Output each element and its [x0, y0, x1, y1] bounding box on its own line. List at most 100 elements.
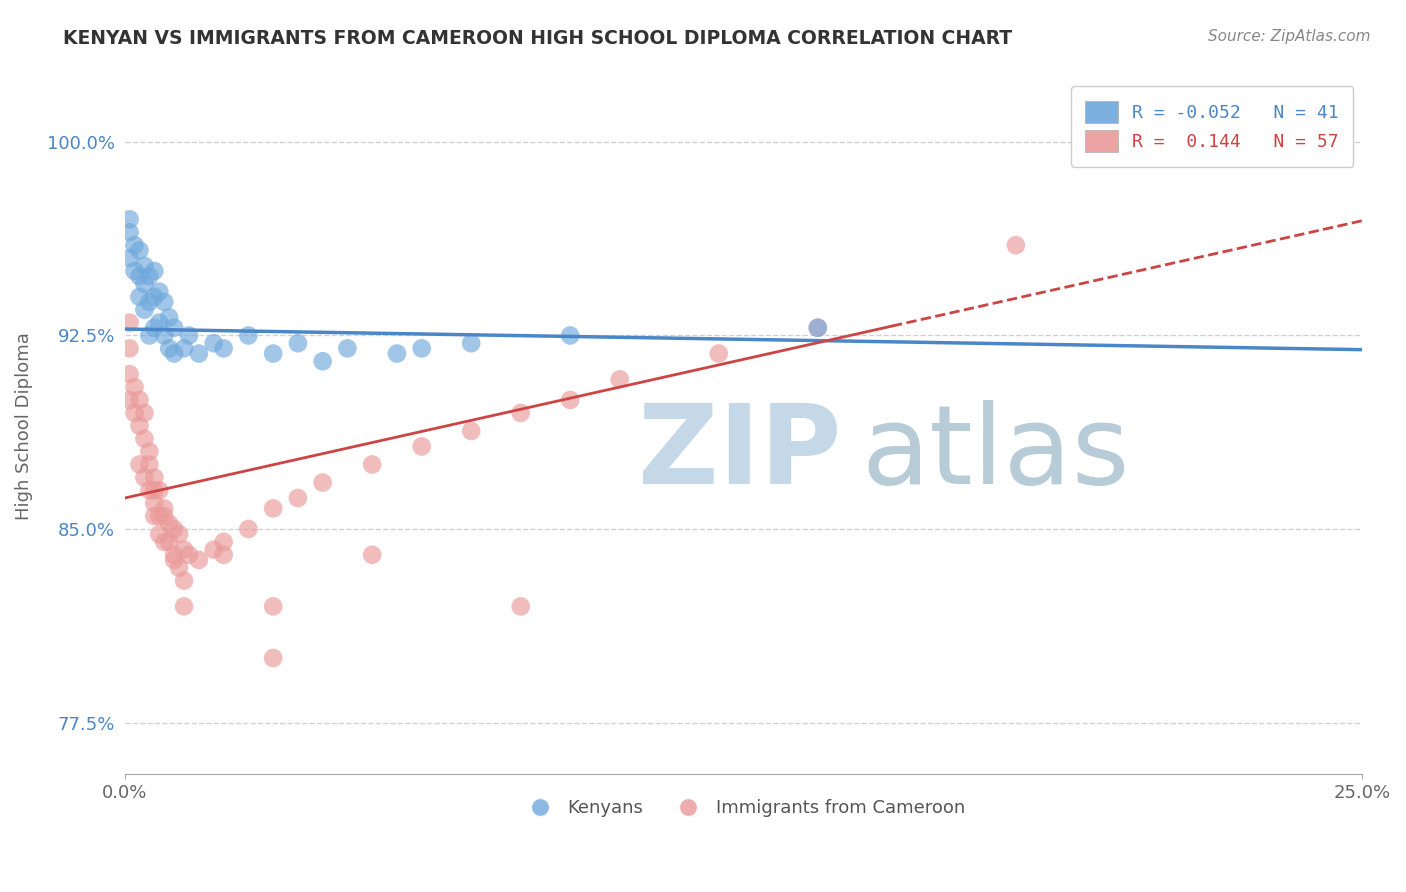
Point	[138, 269, 160, 284]
Point	[1005, 238, 1028, 252]
Point	[138, 328, 160, 343]
Point	[163, 548, 186, 562]
Point	[202, 336, 225, 351]
Point	[177, 328, 200, 343]
Point	[238, 522, 260, 536]
Point	[212, 548, 235, 562]
Point	[134, 259, 156, 273]
Point	[128, 269, 150, 284]
Y-axis label: High School Diploma: High School Diploma	[15, 332, 32, 520]
Text: Source: ZipAtlas.com: Source: ZipAtlas.com	[1208, 29, 1371, 44]
Point	[707, 346, 730, 360]
Point	[157, 535, 180, 549]
Point	[807, 320, 830, 334]
Point	[134, 470, 156, 484]
Point	[163, 320, 186, 334]
Point	[143, 264, 166, 278]
Text: atlas: atlas	[860, 401, 1129, 508]
Point	[118, 225, 141, 239]
Point	[157, 342, 180, 356]
Point	[118, 367, 141, 381]
Point	[143, 483, 166, 498]
Text: ZIP: ZIP	[638, 401, 842, 508]
Point	[173, 342, 195, 356]
Point	[128, 418, 150, 433]
Point	[143, 290, 166, 304]
Point	[124, 406, 146, 420]
Point	[212, 535, 235, 549]
Point	[134, 432, 156, 446]
Point	[153, 328, 176, 343]
Point	[163, 553, 186, 567]
Point	[460, 424, 482, 438]
Point	[118, 251, 141, 265]
Point	[385, 346, 408, 360]
Point	[262, 599, 284, 614]
Point	[148, 285, 170, 299]
Point	[336, 342, 359, 356]
Point	[118, 392, 141, 407]
Point	[138, 294, 160, 309]
Point	[287, 491, 309, 505]
Point	[262, 346, 284, 360]
Point	[128, 244, 150, 258]
Point	[202, 542, 225, 557]
Point	[143, 496, 166, 510]
Point	[143, 320, 166, 334]
Point	[153, 294, 176, 309]
Point	[509, 406, 531, 420]
Point	[134, 277, 156, 291]
Point	[148, 316, 170, 330]
Text: KENYAN VS IMMIGRANTS FROM CAMEROON HIGH SCHOOL DIPLOMA CORRELATION CHART: KENYAN VS IMMIGRANTS FROM CAMEROON HIGH …	[63, 29, 1012, 47]
Point	[311, 354, 333, 368]
Point	[361, 548, 384, 562]
Point	[134, 302, 156, 317]
Point	[128, 392, 150, 407]
Point	[460, 336, 482, 351]
Point	[262, 501, 284, 516]
Point	[609, 372, 631, 386]
Point	[128, 458, 150, 472]
Point	[187, 346, 209, 360]
Point	[411, 439, 433, 453]
Point	[118, 342, 141, 356]
Point	[118, 316, 141, 330]
Point	[173, 542, 195, 557]
Point	[262, 651, 284, 665]
Point	[163, 522, 186, 536]
Point	[138, 444, 160, 458]
Point	[124, 380, 146, 394]
Point	[153, 501, 176, 516]
Point	[143, 509, 166, 524]
Point	[238, 328, 260, 343]
Point	[157, 310, 180, 325]
Point	[153, 509, 176, 524]
Point	[411, 342, 433, 356]
Point	[560, 392, 582, 407]
Point	[157, 516, 180, 531]
Legend: Kenyans, Immigrants from Cameroon: Kenyans, Immigrants from Cameroon	[515, 792, 972, 824]
Point	[128, 290, 150, 304]
Point	[287, 336, 309, 351]
Point	[167, 560, 190, 574]
Point	[187, 553, 209, 567]
Point	[138, 483, 160, 498]
Point	[148, 509, 170, 524]
Point	[134, 406, 156, 420]
Point	[143, 470, 166, 484]
Point	[560, 328, 582, 343]
Point	[173, 599, 195, 614]
Point	[153, 535, 176, 549]
Point	[509, 599, 531, 614]
Point	[148, 483, 170, 498]
Point	[163, 346, 186, 360]
Point	[124, 264, 146, 278]
Point	[118, 212, 141, 227]
Point	[361, 458, 384, 472]
Point	[148, 527, 170, 541]
Point	[807, 320, 830, 334]
Point	[167, 527, 190, 541]
Point	[177, 548, 200, 562]
Point	[173, 574, 195, 588]
Point	[1202, 135, 1225, 149]
